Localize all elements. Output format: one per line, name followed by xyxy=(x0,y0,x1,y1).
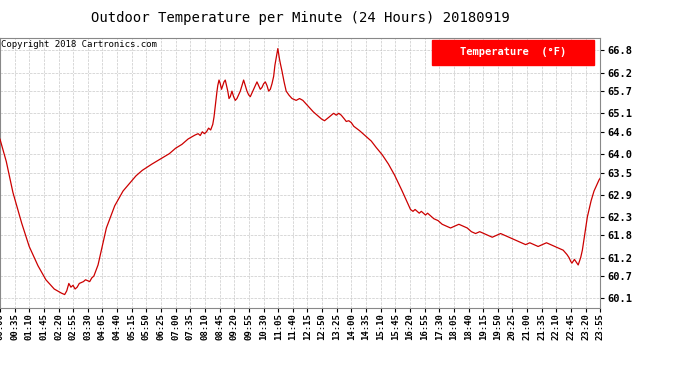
Bar xyxy=(432,40,594,64)
Text: Copyright 2018 Cartronics.com: Copyright 2018 Cartronics.com xyxy=(1,40,157,49)
Text: Outdoor Temperature per Minute (24 Hours) 20180919: Outdoor Temperature per Minute (24 Hours… xyxy=(91,11,509,25)
Text: Temperature  (°F): Temperature (°F) xyxy=(460,47,566,57)
